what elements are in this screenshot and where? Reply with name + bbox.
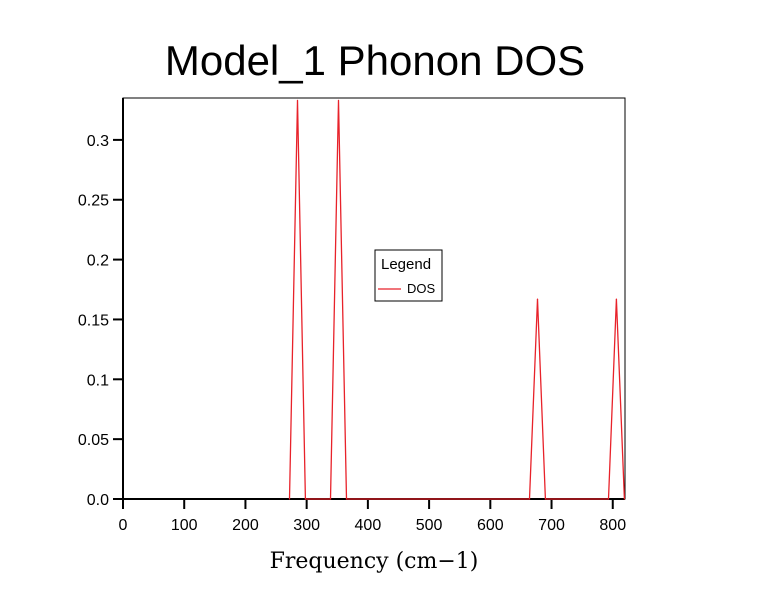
data-point <box>623 498 626 500</box>
x-tick-label: 100 <box>171 517 198 534</box>
data-point <box>345 498 348 500</box>
legend-title: Legend <box>381 256 431 273</box>
legend-entry-label: DOS <box>407 281 436 296</box>
y-tick-label: 0.3 <box>87 133 109 150</box>
x-tick-label: 600 <box>477 517 504 534</box>
legend: Legend DOS <box>374 249 443 302</box>
plot-area: 0.0 0.05 0.1 0.15 0.2 0.25 0.3 0 100 200 300 400 500… <box>78 97 626 534</box>
data-point <box>536 298 539 300</box>
x-tick-label: 200 <box>232 517 259 534</box>
data-point <box>615 298 618 300</box>
x-axis-label: Frequency (cm−1) <box>270 549 479 574</box>
x-tick-label: 0 <box>119 517 128 534</box>
data-point <box>304 498 306 500</box>
x-tick-label: 800 <box>599 517 626 534</box>
series-line-dos <box>288 100 626 500</box>
x-tick-label: 500 <box>416 517 443 534</box>
data-point <box>337 99 340 101</box>
legend-box <box>374 249 443 302</box>
x-tick-label: 700 <box>538 517 565 534</box>
chart-title: Model_1 Phonon DOS <box>165 37 585 84</box>
x-tick-label: 400 <box>355 517 382 534</box>
x-tick-label: 300 <box>293 517 320 534</box>
plot-frame <box>122 97 626 500</box>
y-tick-label: 0.0 <box>87 492 109 509</box>
y-tick-label: 0.15 <box>78 312 109 329</box>
data-point <box>607 498 610 500</box>
y-tick-label: 0.1 <box>87 372 109 389</box>
data-point <box>288 498 291 500</box>
data-point <box>544 498 547 500</box>
y-tick-label: 0.05 <box>78 432 109 449</box>
data-point <box>329 498 332 500</box>
data-point <box>528 498 531 500</box>
y-tick-label: 0.2 <box>87 253 109 270</box>
y-tick-label: 0.25 <box>78 193 109 210</box>
data-point <box>296 99 299 101</box>
